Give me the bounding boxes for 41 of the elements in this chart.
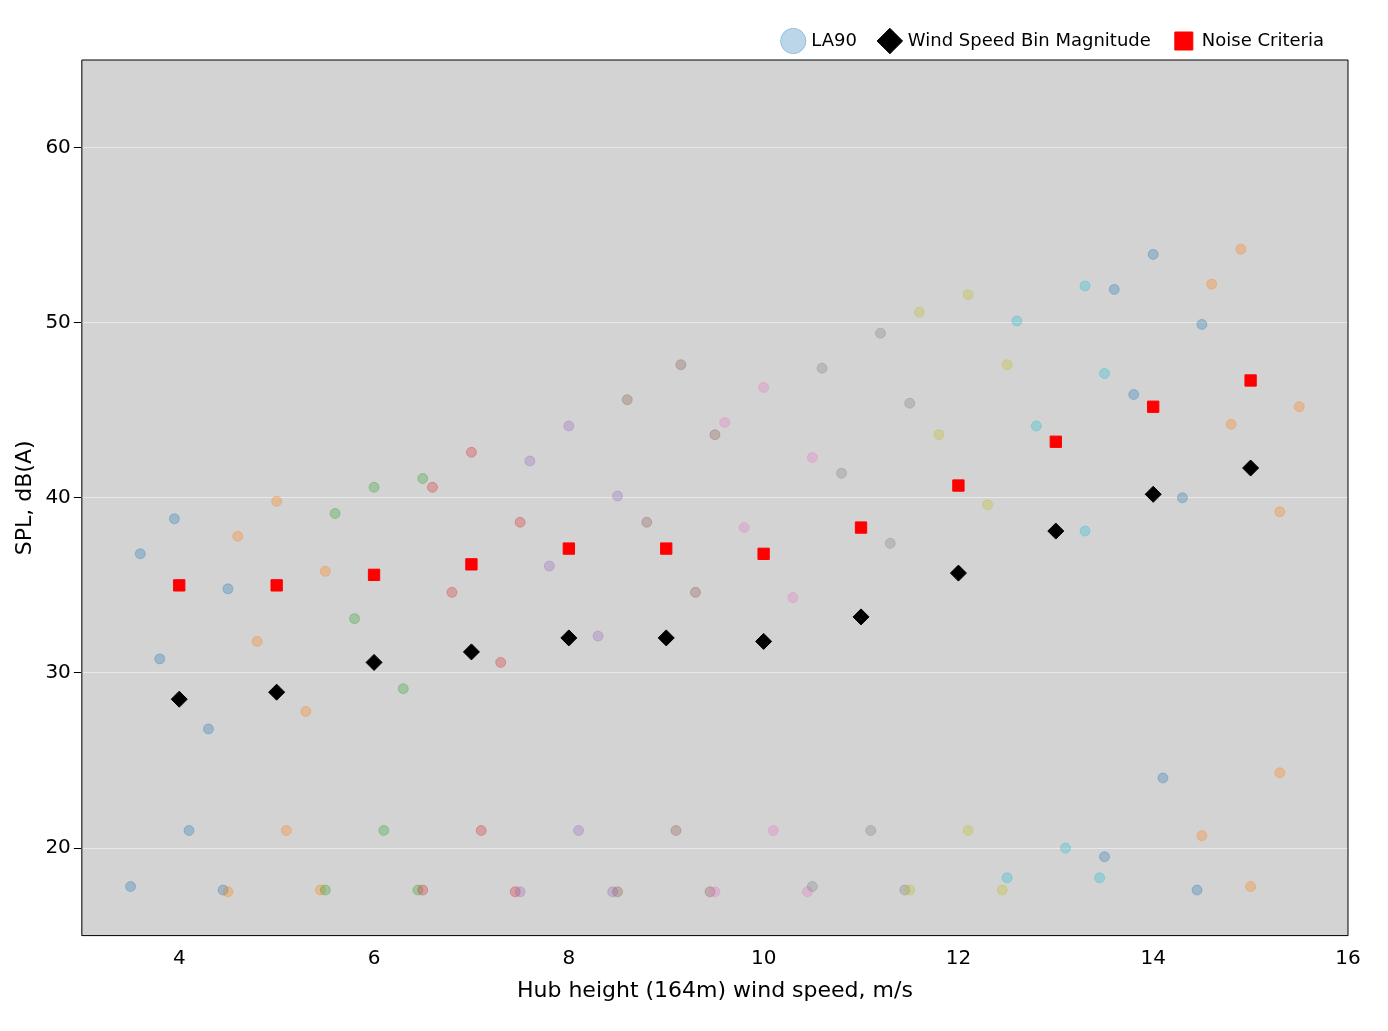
x-tick-label: 6	[367, 944, 381, 969]
point	[1244, 374, 1257, 387]
point	[757, 547, 770, 560]
y-tick-label: 60	[45, 133, 71, 158]
legend-label: LA90	[811, 28, 857, 50]
point	[465, 558, 478, 571]
legend-label: Noise Criteria	[1201, 28, 1324, 50]
point	[560, 629, 578, 647]
y-tick-label: 50	[45, 308, 71, 333]
point	[952, 479, 965, 492]
point	[657, 629, 675, 647]
x-tick-label: 16	[1335, 944, 1361, 969]
x-tick-label: 10	[750, 944, 777, 969]
point	[660, 542, 673, 555]
x-tick-label: 12	[945, 944, 972, 969]
x-axis-title: Hub height (164m) wind speed, m/s	[516, 976, 913, 1002]
point	[854, 521, 868, 534]
point	[170, 690, 188, 708]
point	[755, 632, 773, 650]
point	[270, 579, 283, 592]
point	[562, 542, 575, 555]
x-tick-label: 14	[1140, 944, 1166, 969]
point	[1144, 485, 1162, 503]
point	[1242, 459, 1260, 477]
y-axis-title: SPL, dB(A)	[10, 440, 36, 556]
point	[365, 653, 383, 671]
x-tick-label: 8	[562, 944, 576, 969]
y-tick-label: 40	[45, 484, 71, 508]
y-tick-label: 20	[45, 834, 71, 859]
point	[268, 683, 286, 701]
legend-label: Wind Speed Bin Magnitude	[907, 28, 1151, 50]
point	[462, 643, 480, 661]
point	[367, 568, 381, 582]
point	[1147, 400, 1160, 413]
y-tick-label: 30	[45, 659, 71, 684]
x-tick-label: 4	[172, 944, 186, 969]
point	[852, 608, 870, 626]
point	[949, 564, 967, 582]
point	[1049, 435, 1062, 448]
point	[173, 579, 186, 592]
point	[1047, 522, 1065, 540]
